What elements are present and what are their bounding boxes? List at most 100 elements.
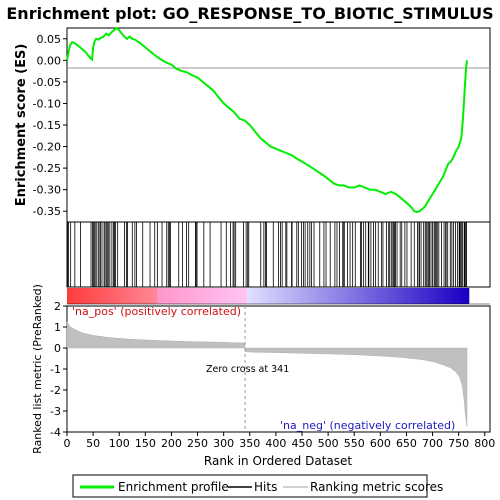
color-bar-segment [225, 288, 228, 304]
es-y-tick-label: -0.15 [33, 119, 61, 132]
color-bar-segment [427, 288, 430, 304]
color-bar-segment [205, 288, 208, 304]
color-bar-segment [419, 288, 422, 304]
color-bar-segment [223, 288, 226, 304]
color-bar-segment [249, 288, 252, 304]
color-bar-segment [229, 288, 232, 304]
zero-cross-label: Zero cross at 341 [206, 364, 289, 375]
positive-correlated-label: 'na_pos' (positively correlated) [72, 305, 241, 318]
x-tick-label: 350 [239, 437, 260, 450]
color-bar-segment [327, 288, 330, 304]
color-bar-segment [193, 288, 196, 304]
color-bar-segment [91, 288, 94, 304]
color-bar-segment [387, 288, 390, 304]
color-bar-segment [141, 288, 144, 304]
color-bar-segment [203, 288, 206, 304]
color-bar-segment [421, 288, 424, 304]
color-bar-segment [231, 288, 234, 304]
color-bar-segment [127, 288, 130, 304]
color-bar-segment [119, 288, 122, 304]
color-bar-segment [411, 288, 414, 304]
color-bar-segment [383, 288, 386, 304]
color-bar-segment [107, 288, 110, 304]
es-y-tick-label: -0.35 [33, 205, 61, 218]
color-bar-segment [397, 288, 400, 304]
ranking-color-bar [67, 288, 490, 305]
chart-title: Enrichment plot: GO_RESPONSE_TO_BIOTIC_S… [6, 4, 493, 23]
color-bar-segment [461, 288, 464, 304]
ranked-y-tick-label: 1 [54, 321, 61, 334]
color-bar-segment [261, 288, 264, 304]
color-bar-segment [75, 288, 78, 304]
color-bar-segment [325, 288, 328, 304]
color-bar-segment [147, 288, 150, 304]
color-bar-segment [365, 288, 368, 304]
color-bar-segment [181, 288, 184, 304]
es-y-tick-label: -0.20 [33, 141, 61, 154]
color-bar-segment [345, 288, 348, 304]
color-bar-segment [355, 288, 358, 304]
color-bar-segment [209, 288, 212, 304]
color-bar-segment [159, 288, 162, 304]
color-bar-segment [339, 288, 342, 304]
color-bar-segment [409, 288, 412, 304]
color-bar-segment [153, 288, 156, 304]
color-bar-segment [319, 288, 322, 304]
color-bar-segment [257, 288, 260, 304]
color-bar-segment [71, 288, 74, 304]
color-bar-segment [73, 288, 76, 304]
color-bar-segment [457, 288, 460, 304]
color-bar-segment [183, 288, 186, 304]
color-bar-segment [279, 288, 282, 304]
color-bar-segment [399, 288, 402, 304]
color-bar-segment [431, 288, 434, 304]
color-bar-segment [441, 288, 444, 304]
color-bar-segment [175, 288, 178, 304]
x-tick-label: 200 [161, 437, 182, 450]
ranked-y-tick-label: -2 [50, 384, 61, 397]
color-bar-segment [425, 288, 428, 304]
ranking-metric-area [66, 320, 468, 427]
color-bar-segment [137, 288, 140, 304]
color-bar-segment [67, 288, 70, 304]
color-bar-segment [363, 288, 366, 304]
color-bar-segment [351, 288, 354, 304]
color-bar-segment [333, 288, 336, 304]
color-bar-segment [295, 288, 298, 304]
color-bar-segment [391, 288, 394, 304]
color-bar-segment [251, 288, 254, 304]
color-bar-segment [219, 288, 222, 304]
color-bar-segment [163, 288, 166, 304]
color-bar-segment [433, 288, 436, 304]
color-bar-segment [305, 288, 308, 304]
color-bar-segment [95, 288, 98, 304]
color-bar-segment [297, 288, 300, 304]
color-bar-segment [247, 288, 250, 304]
color-bar-segment [201, 288, 204, 304]
negative-correlated-label: 'na_neg' (negatively correlated) [280, 419, 455, 432]
color-bar-segment [105, 288, 108, 304]
color-bar-segment [277, 288, 280, 304]
color-bar-segment [323, 288, 326, 304]
color-bar-segment [121, 288, 124, 304]
x-tick-label: 450 [292, 437, 313, 450]
color-bar-segment [455, 288, 458, 304]
color-bar-segment [189, 288, 192, 304]
color-bar-segment [117, 288, 120, 304]
x-tick-label: 250 [187, 437, 208, 450]
color-bar-segment [281, 288, 284, 304]
color-bar-segment [111, 288, 114, 304]
color-bar-segment [453, 288, 456, 304]
color-bar-segment [145, 288, 148, 304]
color-bar-segment [293, 288, 296, 304]
color-bar-segment [187, 288, 190, 304]
color-bar-segment [361, 288, 364, 304]
color-bar-segment [143, 288, 146, 304]
color-bar-segment [303, 288, 306, 304]
color-bar-segment [177, 288, 180, 304]
color-bar-segment [103, 288, 106, 304]
color-bar-segment [379, 288, 382, 304]
color-bar-segment [417, 288, 420, 304]
x-tick-label: 150 [135, 437, 156, 450]
color-bar-segment [87, 288, 90, 304]
